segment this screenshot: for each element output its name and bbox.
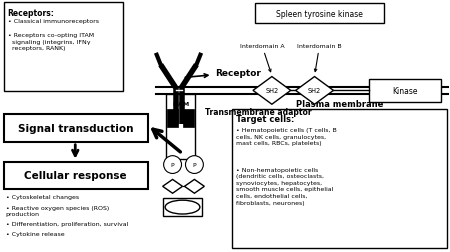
Bar [166, 95, 195, 159]
Text: Spleen tyrosine kinase: Spleen tyrosine kinase [276, 10, 363, 19]
Text: SH2: SH2 [308, 88, 321, 94]
Bar [4, 162, 148, 190]
Bar [184, 110, 194, 128]
Circle shape [164, 156, 181, 174]
Polygon shape [296, 77, 333, 105]
Polygon shape [253, 77, 291, 105]
Bar [232, 110, 447, 248]
Polygon shape [162, 180, 183, 194]
Text: • Receptors co-opting ITAM
  signaling (integrins, IFNγ
  receptors, RANK): • Receptors co-opting ITAM signaling (in… [8, 33, 94, 51]
Text: Transmembrane adaptor: Transmembrane adaptor [205, 108, 312, 117]
Circle shape [185, 156, 203, 174]
Text: Interdomain B: Interdomain B [297, 44, 342, 72]
Bar [4, 115, 148, 142]
Bar [369, 79, 441, 103]
Polygon shape [184, 180, 204, 194]
Text: P: P [193, 163, 196, 167]
Text: • Non-hematopoietic cells
(dendritic cells, osteoclasts,
synoviocytes, hepatocyt: • Non-hematopoietic cells (dendritic cel… [236, 167, 333, 205]
Text: Interdomain A: Interdomain A [240, 44, 284, 72]
Text: Receptors:: Receptors: [8, 9, 54, 18]
Text: • Cytokine release: • Cytokine release [6, 231, 64, 236]
Bar [162, 198, 202, 216]
Bar [4, 3, 123, 92]
Bar [255, 4, 384, 24]
Text: • Hematopoietic cells (T cells, B
cells, NK cells, granulocytes,
mast cells, RBC: • Hematopoietic cells (T cells, B cells,… [236, 128, 337, 146]
Bar [166, 110, 178, 128]
Text: Kinase: Kinase [392, 86, 418, 96]
Text: Target cells:: Target cells: [236, 115, 294, 124]
Text: • Classical immunoreceptors: • Classical immunoreceptors [8, 19, 99, 24]
Ellipse shape [165, 200, 200, 214]
Text: Plasma membrane: Plasma membrane [296, 100, 383, 109]
Text: • Cytoskeletal changes: • Cytoskeletal changes [6, 195, 79, 199]
Text: Cellular response: Cellular response [24, 171, 126, 181]
Text: ITAM: ITAM [172, 102, 189, 107]
Text: Receptor: Receptor [185, 69, 261, 78]
Text: • Differentiation, proliferation, survival: • Differentiation, proliferation, surviv… [6, 221, 128, 226]
Text: • Reactive oxygen species (ROS)
production: • Reactive oxygen species (ROS) producti… [6, 205, 109, 216]
Text: Signal transduction: Signal transduction [18, 123, 133, 134]
Text: P: P [171, 163, 175, 167]
Text: SH2: SH2 [265, 88, 279, 94]
